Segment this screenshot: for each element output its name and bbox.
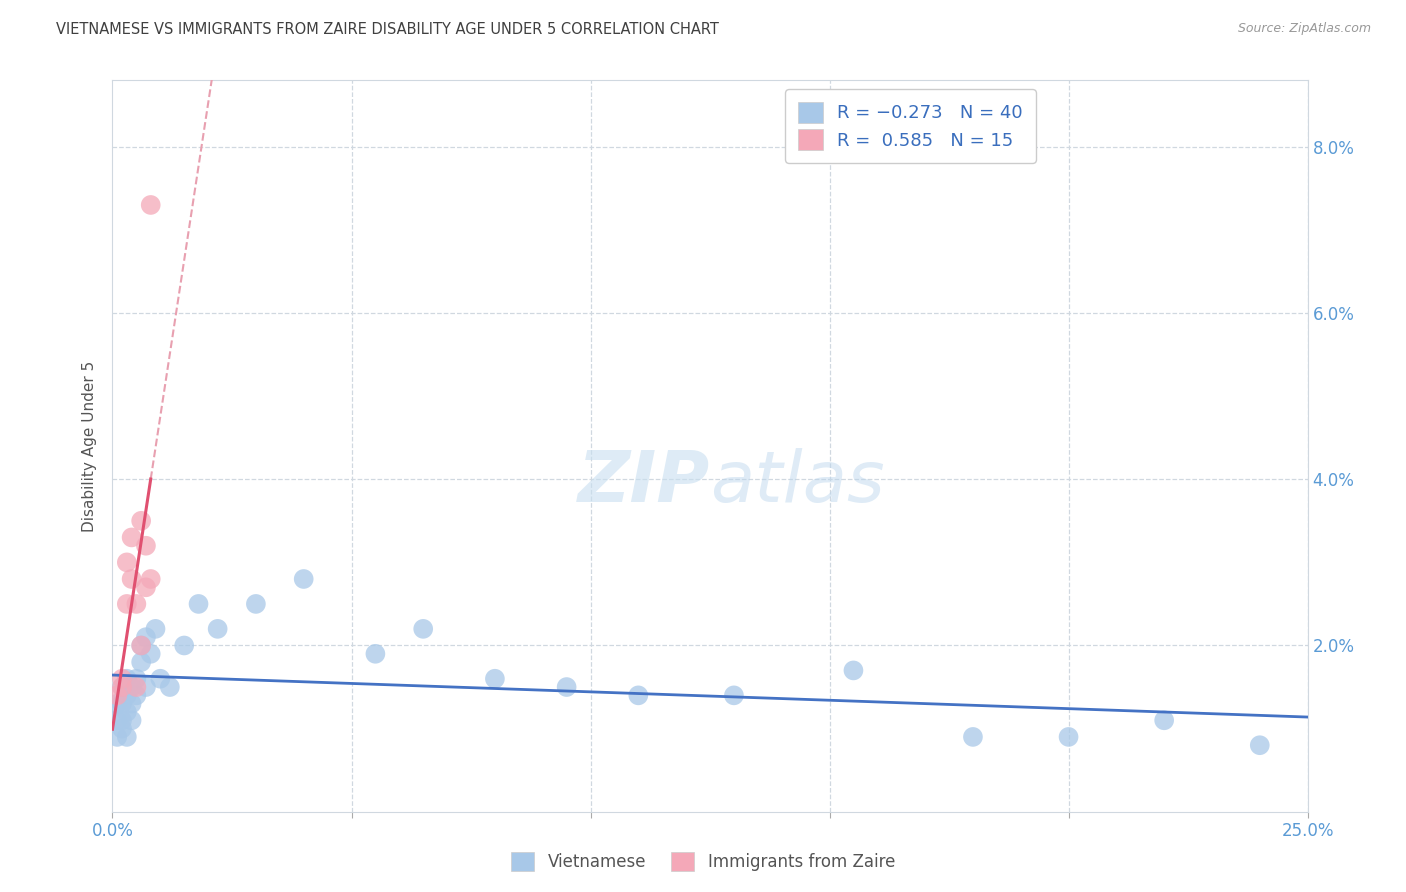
Point: [105, 689, 128, 703]
Point: [125, 672, 148, 686]
Point: [121, 572, 143, 586]
Point: [135, 680, 157, 694]
Point: [149, 672, 172, 686]
Point: [1057, 730, 1080, 744]
Point: [159, 680, 181, 694]
Point: [187, 597, 209, 611]
Point: [105, 697, 128, 711]
Point: [125, 680, 148, 694]
Point: [292, 572, 315, 586]
Text: VIETNAMESE VS IMMIGRANTS FROM ZAIRE DISABILITY AGE UNDER 5 CORRELATION CHART: VIETNAMESE VS IMMIGRANTS FROM ZAIRE DISA…: [56, 22, 718, 37]
Point: [129, 639, 152, 653]
Y-axis label: Disability Age Under 5: Disability Age Under 5: [82, 360, 97, 532]
Legend: Vietnamese, Immigrants from Zaire: Vietnamese, Immigrants from Zaire: [502, 843, 904, 880]
Point: [962, 730, 984, 744]
Point: [111, 714, 134, 728]
Point: [111, 722, 134, 736]
Point: [111, 680, 134, 694]
Point: [135, 539, 157, 553]
Point: [121, 714, 143, 728]
Point: [121, 680, 143, 694]
Text: ZIP: ZIP: [578, 448, 710, 517]
Point: [105, 730, 128, 744]
Point: [115, 705, 138, 719]
Point: [111, 672, 134, 686]
Point: [125, 597, 148, 611]
Point: [111, 680, 134, 694]
Point: [129, 639, 152, 653]
Point: [627, 689, 650, 703]
Point: [105, 714, 128, 728]
Point: [135, 630, 157, 644]
Point: [115, 730, 138, 744]
Point: [1249, 738, 1271, 752]
Point: [245, 597, 267, 611]
Point: [111, 697, 134, 711]
Point: [484, 672, 506, 686]
Point: [125, 689, 148, 703]
Point: [115, 555, 138, 569]
Point: [115, 597, 138, 611]
Point: [135, 580, 157, 594]
Point: [115, 672, 138, 686]
Point: [723, 689, 745, 703]
Point: [121, 530, 143, 544]
Text: Source: ZipAtlas.com: Source: ZipAtlas.com: [1237, 22, 1371, 36]
Point: [129, 655, 152, 669]
Point: [115, 689, 138, 703]
Text: atlas: atlas: [710, 448, 884, 517]
Point: [139, 198, 162, 212]
Point: [145, 622, 167, 636]
Point: [842, 664, 865, 678]
Point: [412, 622, 434, 636]
Point: [173, 639, 195, 653]
Point: [1153, 714, 1175, 728]
Point: [364, 647, 387, 661]
Point: [139, 572, 162, 586]
Point: [139, 647, 162, 661]
Point: [555, 680, 578, 694]
Point: [129, 514, 152, 528]
Point: [121, 697, 143, 711]
Legend: R = −0.273   N = 40, R =  0.585   N = 15: R = −0.273 N = 40, R = 0.585 N = 15: [785, 89, 1036, 162]
Point: [207, 622, 229, 636]
